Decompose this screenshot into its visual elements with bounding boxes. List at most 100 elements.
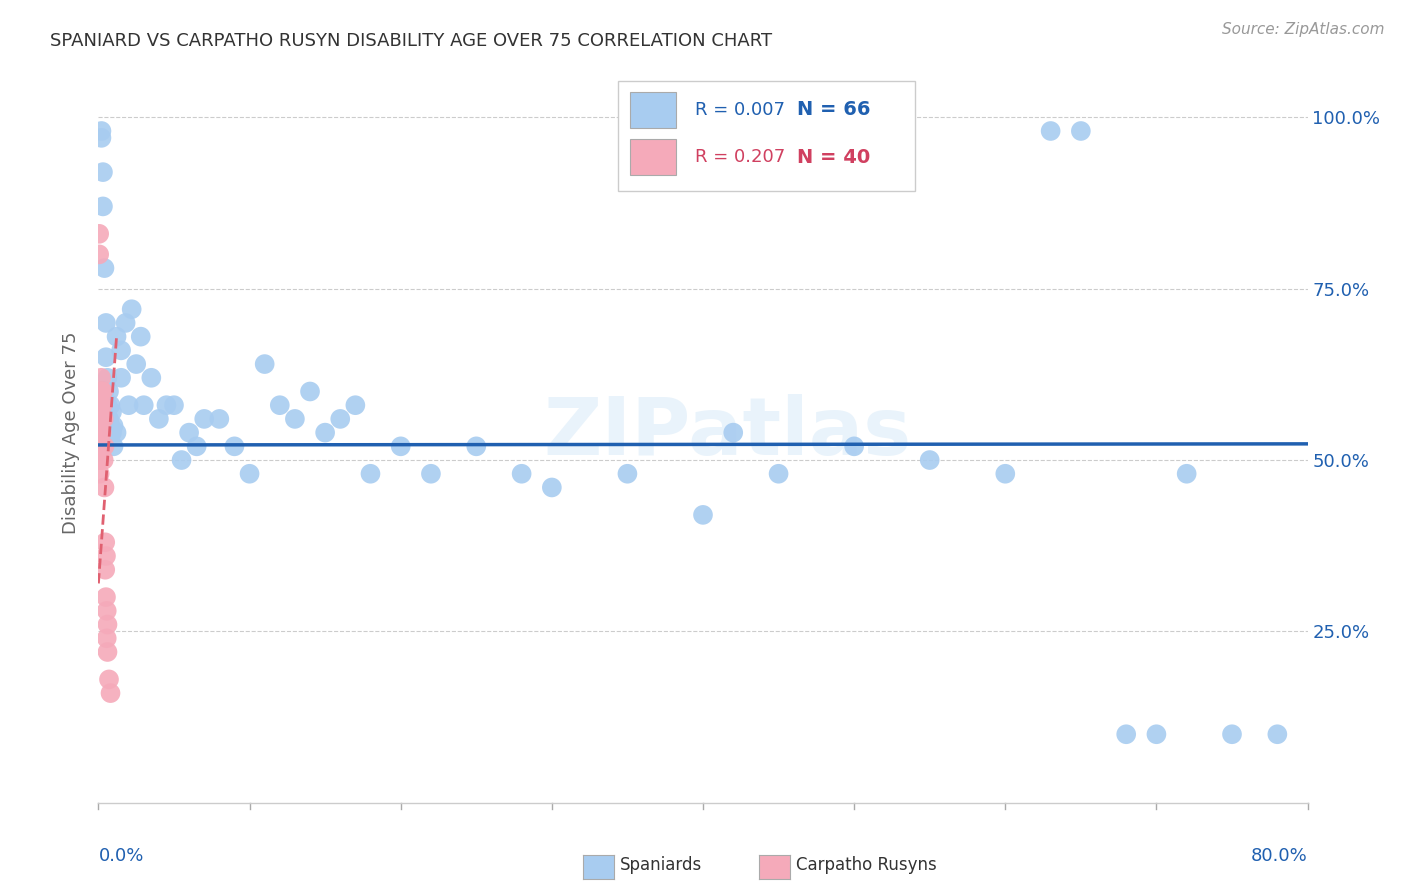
Point — [93, 480, 115, 494]
Point — [94, 549, 117, 563]
Point — [110, 343, 132, 358]
Point — [93, 453, 115, 467]
Point — [89, 247, 111, 261]
Point — [510, 467, 533, 481]
Point — [1267, 727, 1289, 741]
Point — [90, 124, 112, 138]
Point — [89, 384, 111, 399]
Point — [105, 329, 128, 343]
Point — [98, 384, 121, 399]
Point — [89, 412, 111, 426]
Point — [101, 405, 124, 419]
Point — [125, 357, 148, 371]
Point — [91, 384, 114, 399]
Point — [121, 302, 143, 317]
Point — [114, 316, 136, 330]
Point — [93, 384, 115, 399]
Point — [89, 439, 111, 453]
Point — [89, 227, 111, 241]
Point — [94, 350, 117, 364]
Point — [96, 604, 118, 618]
Point — [93, 412, 115, 426]
Point — [170, 453, 193, 467]
Point — [844, 439, 866, 453]
Point — [90, 398, 112, 412]
Point — [90, 439, 112, 453]
Point — [148, 412, 170, 426]
Point — [90, 398, 112, 412]
Point — [94, 563, 117, 577]
Text: 0.0%: 0.0% — [98, 847, 143, 865]
Text: N = 66: N = 66 — [797, 100, 870, 120]
Point — [118, 398, 141, 412]
Point — [91, 165, 114, 179]
Text: N = 40: N = 40 — [797, 148, 870, 167]
Point — [90, 412, 112, 426]
Point — [329, 412, 352, 426]
Point — [284, 412, 307, 426]
Point — [96, 398, 118, 412]
Point — [91, 398, 114, 412]
Point — [110, 371, 132, 385]
Point — [1115, 727, 1137, 741]
Bar — [630, 92, 676, 128]
Point — [100, 398, 122, 412]
Point — [768, 467, 790, 481]
Text: R = 0.007: R = 0.007 — [695, 101, 785, 119]
Point — [299, 384, 322, 399]
Point — [179, 425, 201, 440]
Point — [1039, 124, 1062, 138]
Point — [193, 412, 215, 426]
Point — [98, 412, 121, 426]
Point — [269, 398, 291, 412]
Point — [91, 384, 114, 399]
Point — [723, 425, 745, 440]
Point — [103, 439, 125, 453]
Point — [91, 412, 114, 426]
Point — [994, 467, 1017, 481]
Point — [163, 398, 186, 412]
Point — [96, 371, 118, 385]
Y-axis label: Disability Age Over 75: Disability Age Over 75 — [62, 331, 80, 534]
Point — [692, 508, 714, 522]
Point — [1175, 467, 1198, 481]
Point — [89, 467, 111, 481]
Point — [90, 384, 112, 399]
Text: 80.0%: 80.0% — [1251, 847, 1308, 865]
Point — [94, 590, 117, 604]
Text: Spaniards: Spaniards — [620, 856, 702, 874]
Point — [89, 439, 111, 453]
Point — [100, 686, 122, 700]
FancyBboxPatch shape — [619, 81, 915, 191]
Point — [93, 261, 115, 276]
Point — [105, 425, 128, 440]
Point — [389, 439, 412, 453]
Point — [186, 439, 208, 453]
Point — [344, 398, 367, 412]
Point — [90, 371, 112, 385]
Point — [1070, 124, 1092, 138]
Point — [141, 371, 163, 385]
Point — [616, 467, 638, 481]
Point — [90, 398, 112, 412]
Point — [98, 673, 121, 687]
Point — [1220, 727, 1243, 741]
Point — [90, 131, 112, 145]
Point — [129, 329, 152, 343]
Point — [96, 645, 118, 659]
Point — [93, 439, 115, 453]
Point — [89, 412, 111, 426]
Point — [208, 412, 231, 426]
Point — [100, 418, 122, 433]
Point — [94, 535, 117, 549]
Point — [1144, 727, 1167, 741]
Text: ZIPatlas: ZIPatlas — [543, 393, 911, 472]
Point — [360, 467, 382, 481]
Point — [94, 316, 117, 330]
Point — [96, 617, 118, 632]
Point — [96, 632, 118, 646]
Point — [91, 439, 114, 453]
Point — [314, 425, 336, 440]
Point — [91, 199, 114, 213]
Point — [90, 425, 112, 440]
